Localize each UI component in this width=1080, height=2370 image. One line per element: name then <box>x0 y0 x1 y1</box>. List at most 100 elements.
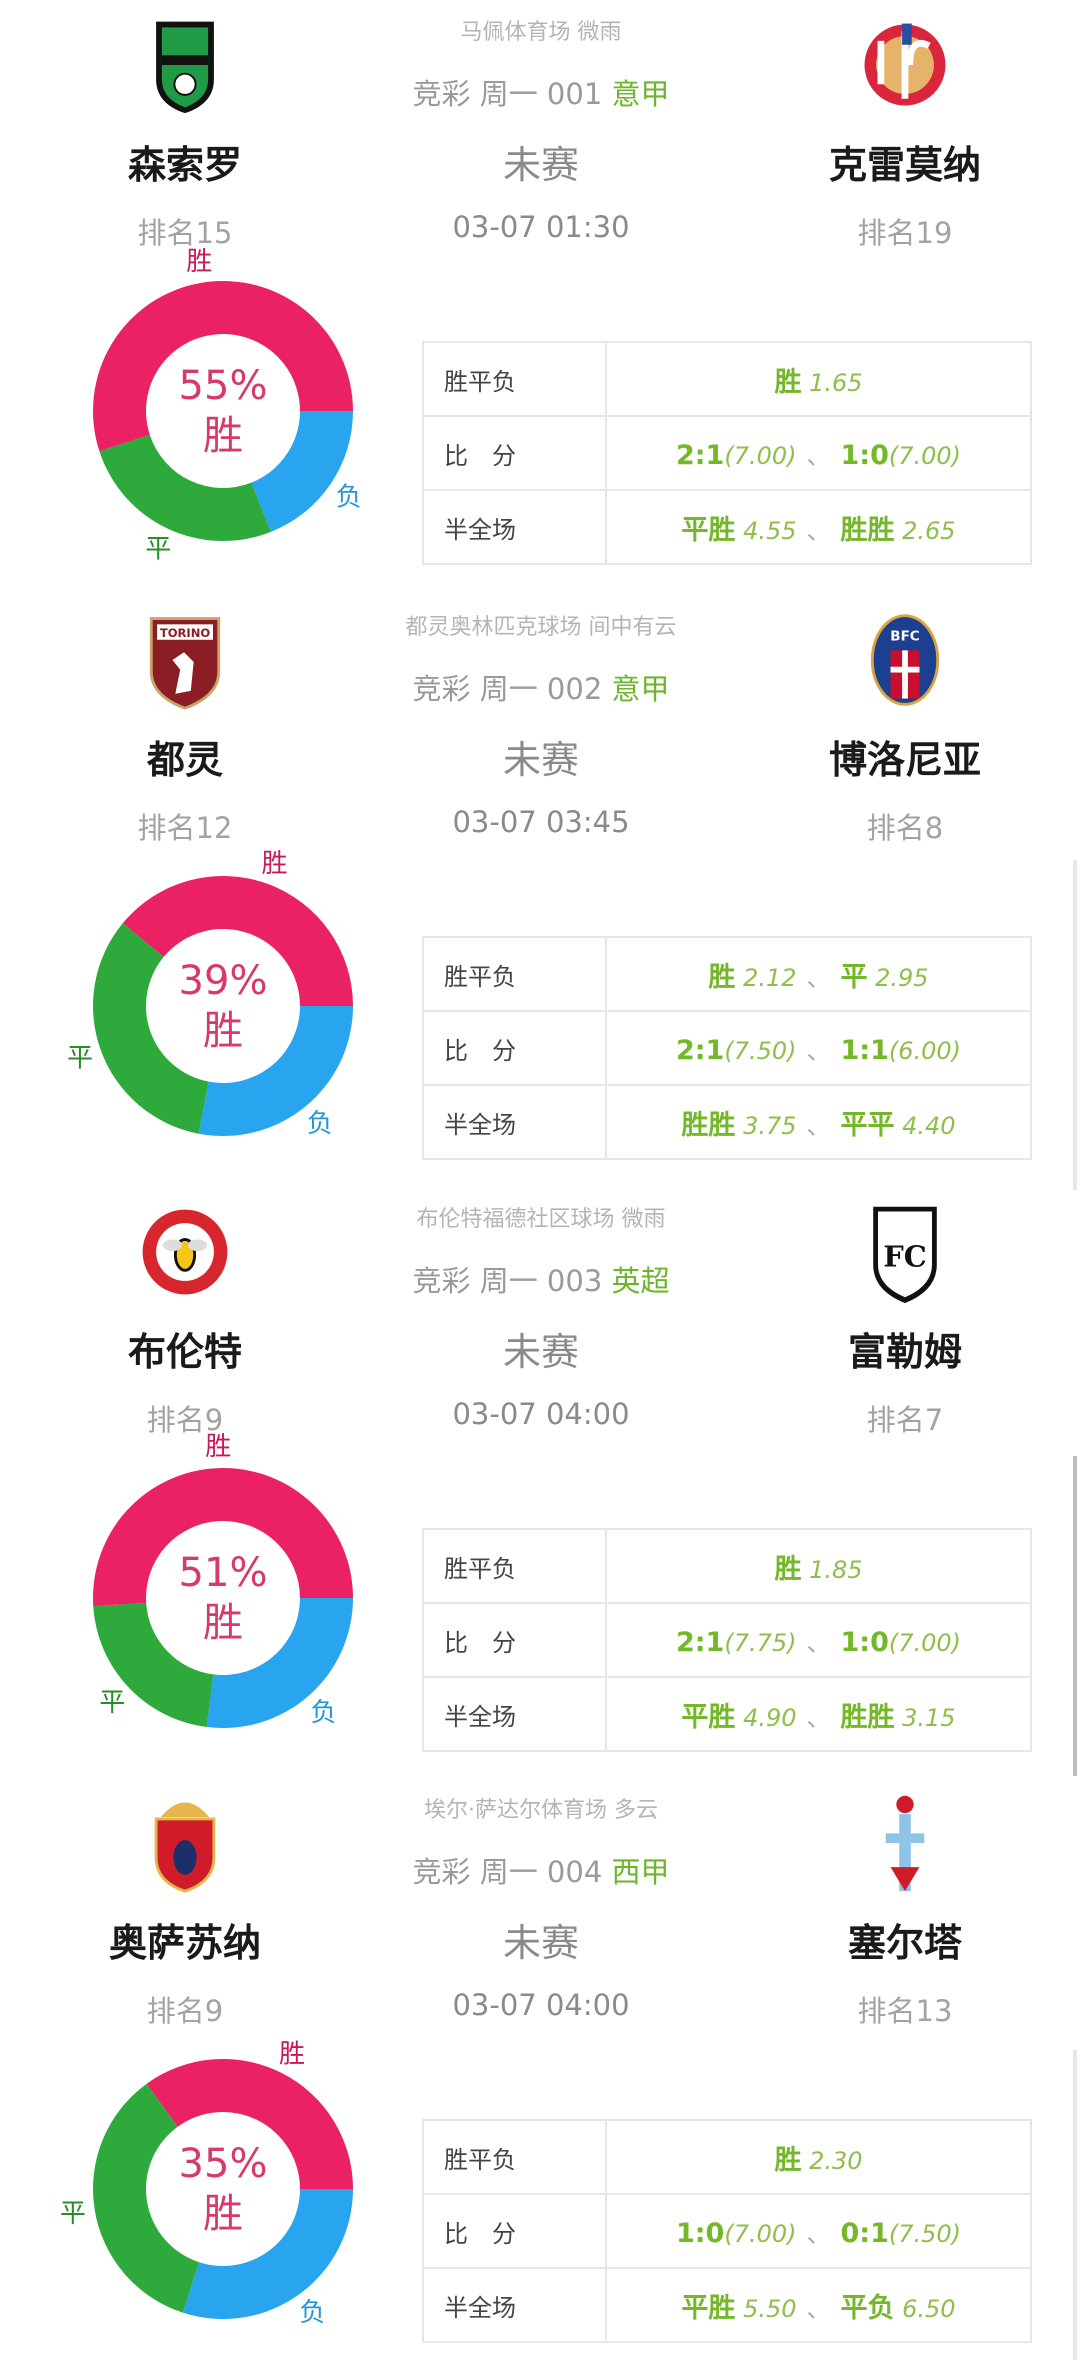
home-team-name[interactable]: 森索罗 <box>127 143 242 187</box>
odds-item[interactable]: 胜 2.12 <box>708 962 796 993</box>
odds-pick: 胜 <box>774 1553 802 1585</box>
match-time: 03-07 01:30 <box>452 210 630 244</box>
odds-item[interactable]: 2:1(7.75) <box>676 1627 797 1658</box>
odds-row: 胜平负 胜 1.65 <box>422 341 1032 417</box>
lose-slice <box>251 411 353 532</box>
odds-row-values: 平胜 4.55 、胜胜 2.65 <box>605 489 1032 565</box>
sassuolo-logo <box>156 21 214 114</box>
match-status: 未赛 <box>502 1330 579 1374</box>
away-team-name[interactable]: 塞尔塔 <box>847 1921 962 1965</box>
match-card[interactable]: 马佩体育场 微雨 竞彩 周一 001 意甲 森索罗 未赛 克雷莫纳 排名15 0… <box>0 0 1080 592</box>
odds-pick: 0:1 <box>840 2217 889 2249</box>
match-card[interactable]: 埃尔·萨达尔体育场 多云 竞彩 周一 004 西甲 奥萨苏纳 未赛 塞尔塔 排名… <box>0 1778 1080 2370</box>
odds-item[interactable]: 胜胜 3.15 <box>840 1701 956 1733</box>
odds-row: 半全场 平胜 4.90 、胜胜 3.15 <box>422 1676 1032 1752</box>
home-team-name[interactable]: 都灵 <box>146 738 223 782</box>
lottery-number: 竞彩 周一 001 <box>412 77 603 111</box>
league-name: 西甲 <box>611 1855 670 1889</box>
svg-text:BFC: BFC <box>890 629 919 645</box>
odds-pick: 1:0 <box>840 1626 889 1658</box>
odds-item[interactable]: 平 2.95 <box>841 962 929 993</box>
venue-weather: 埃尔·萨达尔体育场 多云 <box>424 1798 658 1823</box>
odds-pick: 2:1 <box>675 439 725 471</box>
odds-pick: 2:1 <box>675 1034 725 1066</box>
odds-item[interactable]: 平平 4.40 <box>841 1110 956 1141</box>
odds-pick: 胜胜 <box>840 1701 895 1733</box>
odds-pick: 1:0 <box>675 2217 725 2249</box>
win-slice-label: 胜 <box>261 849 287 879</box>
separator: 、 <box>806 1111 831 1140</box>
odds-value: 4.40 <box>902 1111 956 1140</box>
odds-item[interactable]: 0:1(7.50) <box>840 2217 962 2249</box>
prediction-percent: 55% <box>179 363 268 409</box>
match-card[interactable]: FC 布伦特福德社区球场 微雨 竞彩 周一 003 英超 布伦特 未赛 富勒姆 … <box>0 1187 1080 1779</box>
lottery-info: 竞彩 周一 002 意甲 <box>300 666 782 708</box>
league-name: 英超 <box>611 1264 670 1298</box>
odds-row-label: 半全场 <box>422 489 607 565</box>
scrollbar-track[interactable] <box>1073 860 1077 1190</box>
odds-item[interactable]: 1:0(7.00) <box>675 2217 797 2249</box>
scrollbar-track[interactable] <box>1073 2050 1077 2360</box>
bologna-logo: BFC <box>870 614 940 706</box>
home-team-name[interactable]: 布伦特 <box>127 1330 242 1374</box>
odds-row-label: 胜平负 <box>422 341 607 417</box>
odds-item[interactable]: 平胜 4.55 <box>681 515 796 546</box>
odds-value: 4.90 <box>743 1703 797 1732</box>
odds-value: (7.00) <box>724 441 797 470</box>
odds-pick: 1:1 <box>840 1034 889 1066</box>
odds-item[interactable]: 1:1(6.00) <box>840 1034 962 1066</box>
odds-value: 6.50 <box>902 2294 956 2323</box>
odds-item[interactable]: 2:1(7.00) <box>675 439 797 471</box>
match-time: 03-07 04:00 <box>452 1397 630 1431</box>
away-team-name[interactable]: 博洛尼亚 <box>828 738 981 782</box>
odds-row-values: 胜 2.12 、平 2.95 <box>605 936 1032 1012</box>
match-card[interactable]: TORINO BFC 都灵奥林匹克球场 间中有云 竞彩 周一 002 意甲 都灵… <box>0 595 1080 1187</box>
away-team-name[interactable]: 克雷莫纳 <box>828 143 981 187</box>
league-name: 意甲 <box>611 77 670 111</box>
odds-item[interactable]: 胜胜 2.65 <box>840 514 956 546</box>
away-team-name[interactable]: 富勒姆 <box>847 1330 962 1374</box>
odds-item[interactable]: 2:1(7.50) <box>675 1034 797 1066</box>
odds-value: 2.30 <box>809 2146 863 2175</box>
separator: 、 <box>806 963 831 992</box>
venue-weather: 都灵奥林匹克球场 间中有云 <box>405 615 677 640</box>
home-team-name[interactable]: 奥萨苏纳 <box>108 1921 261 1965</box>
odds-row-label: 半全场 <box>422 1676 607 1752</box>
odds-row-values: 1:0(7.00) 、 0:1(7.50) <box>605 2193 1032 2269</box>
odds-item[interactable]: 胜 1.85 <box>774 1553 862 1585</box>
odds-item[interactable]: 胜 1.65 <box>774 367 862 398</box>
home-team-rank: 排名9 <box>146 1994 224 2028</box>
odds-value: (7.75) <box>724 1628 797 1657</box>
odds-item[interactable]: 平胜 5.50 <box>681 2292 796 2324</box>
odds-row-label: 胜平负 <box>422 2119 607 2195</box>
odds-pick: 平胜 <box>681 2292 736 2324</box>
odds-item[interactable]: 1:0(7.00) <box>840 1626 962 1658</box>
svg-text:TORINO: TORINO <box>160 626 211 640</box>
fulham-logo: FC <box>873 1206 937 1304</box>
osasuna-logo <box>154 1802 216 1893</box>
odds-pick: 胜胜 <box>840 514 895 546</box>
prediction-result: 胜 <box>203 2191 243 2237</box>
odds-row: 半全场 平胜 5.50 、平负 6.50 <box>422 2267 1032 2343</box>
odds-item[interactable]: 胜胜 3.75 <box>681 1110 796 1141</box>
odds-row-values: 2:1(7.00)、 1:0(7.00) <box>605 415 1032 491</box>
draw-slice <box>92 923 209 1134</box>
odds-item[interactable]: 平胜 4.90 <box>681 1702 797 1733</box>
odds-row-values: 胜胜 3.75 、平平 4.40 <box>605 1084 1032 1160</box>
scrollbar-thumb[interactable] <box>1073 1456 1077 1776</box>
odds-item[interactable]: 胜 2.30 <box>774 2145 863 2176</box>
odds-table: 胜平负胜 2.30 比 分 1:0(7.00)、 0:1(7.50) 半全场 平胜 5.5… <box>422 2119 1032 2343</box>
match-status: 未赛 <box>502 1921 579 1965</box>
odds-item[interactable]: 1:0(7.00) <box>841 440 962 471</box>
win-slice <box>93 281 353 452</box>
lose-slice <box>198 1006 353 1136</box>
odds-row-values: 胜 2.30 <box>605 2119 1032 2195</box>
home-team-rank: 排名12 <box>137 811 233 845</box>
odds-row-label: 半全场 <box>422 1084 607 1160</box>
odds-item[interactable]: 平负 6.50 <box>841 2293 956 2324</box>
venue-weather: 布伦特福德社区球场 微雨 <box>416 1207 666 1232</box>
separator: 、 <box>806 1628 831 1657</box>
odds-row: 比 分 2:1(7.00)、 1:0(7.00) <box>422 415 1032 491</box>
